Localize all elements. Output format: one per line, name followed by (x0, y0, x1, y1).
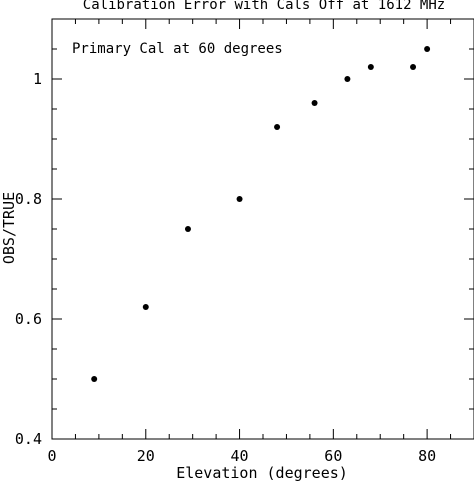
chart-title: Calibration Error with Cals Off at 1612 … (83, 0, 445, 13)
x-axis-label: Elevation (degrees) (176, 464, 348, 482)
y-tick-label: 0.6 (15, 310, 42, 328)
x-tick-label: 60 (324, 447, 342, 465)
y-axis-label: OBS/TRUE (0, 192, 18, 264)
data-point (424, 46, 431, 52)
plot-frame (51, 18, 474, 440)
y-tick-label: 1 (33, 70, 42, 88)
data-point (274, 124, 281, 130)
data-point (367, 64, 374, 70)
data-point (410, 64, 417, 70)
data-point (184, 226, 191, 232)
x-tick-label: 40 (231, 447, 249, 465)
annotation-label: Primary Cal at 60 degrees (72, 41, 283, 57)
data-point (91, 376, 98, 382)
data-point (236, 196, 243, 202)
y-axis: 0.4 0.6 0.8 1 (15, 18, 474, 448)
x-axis: 0 20 40 60 80 (47, 19, 474, 465)
y-tick-label: 0.8 (15, 190, 42, 208)
data-points (91, 46, 431, 382)
y-tick-label: 0.4 (15, 430, 42, 448)
data-point (311, 100, 318, 106)
x-tick-label: 80 (418, 447, 436, 465)
x-tick-label: 0 (47, 447, 56, 465)
x-tick-label: 20 (137, 447, 155, 465)
data-point (344, 76, 351, 82)
data-point (142, 304, 149, 310)
